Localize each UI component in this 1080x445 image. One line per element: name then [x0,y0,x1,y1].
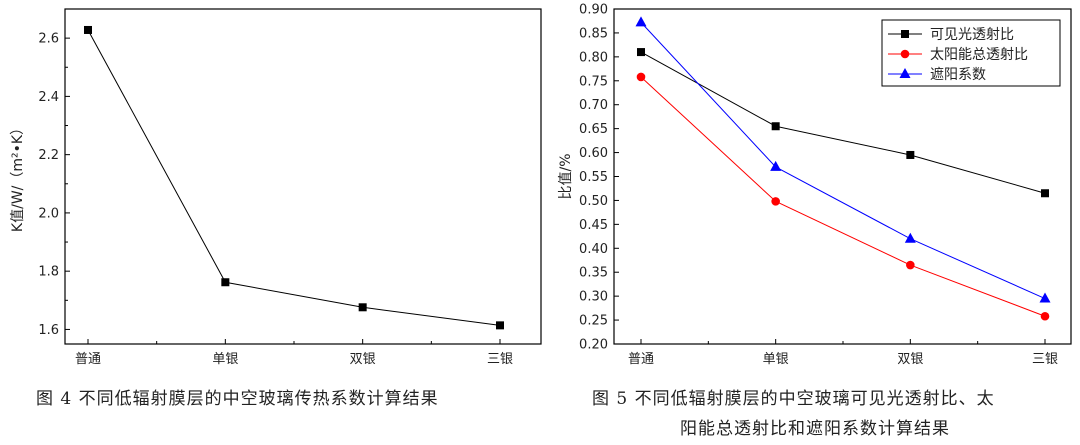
data-point [771,122,780,131]
data-point [84,25,92,34]
x-tick-label: 双银 [350,352,376,367]
y-tick-label: 0.80 [579,50,608,65]
legend-marker [900,49,910,59]
data-point [771,197,780,206]
y-tick-label: 0.30 [579,290,608,305]
data-point [1040,311,1050,321]
legend-marker [901,30,909,38]
chart2-caption-line2: 阳能总透射比和遮阳系数计算结果 [680,419,950,439]
data-point [906,260,915,270]
y-tick-label: 0.70 [579,98,608,113]
y-tick-label: 0.75 [579,74,608,89]
y-tick-label: 2.0 [38,206,59,221]
data-point [906,150,915,159]
y-tick-label: 0.40 [579,242,608,257]
x-tick-label: 单银 [212,352,238,367]
chart-k-value: 1.6 1.8 2.0 2.2 2.4 2.6 普通 单银 双银 三银 K值/W/（m²•K） [10,8,542,367]
data-point [358,303,367,312]
x-tick-label: 普通 [75,352,101,367]
plot-frame [64,8,542,345]
y-tick-label: 0.50 [579,194,608,209]
y-tick-label: 0.60 [579,146,608,161]
y-tick-label: 0.35 [579,266,608,281]
legend-label: 太阳能总透射比 [930,47,1028,63]
data-point [636,72,646,82]
y-tick-label: 2.4 [38,90,59,105]
data-point [496,321,504,330]
legend-label: 遮阳系数 [930,67,986,83]
x-tick-label: 单银 [763,352,789,367]
data-point [1041,189,1049,198]
series-line [640,22,1046,299]
y-tick-label: 0.45 [579,218,608,233]
y-tick-label: 0.25 [579,314,608,329]
series-line [87,29,501,326]
x-tick-label: 三银 [1032,352,1058,367]
series-line [640,76,1046,317]
y-tick-label: 1.8 [38,265,59,280]
y-axis-label: 比值/% [558,153,574,199]
x-tick-label: 双银 [897,352,923,367]
y-tick-label: 1.6 [38,323,59,338]
y-tick-label: 0.55 [579,170,608,185]
x-tick-label: 普通 [628,352,654,367]
data-point [770,160,782,171]
data-point [637,48,645,57]
y-tick-label: 2.6 [38,32,59,47]
series-line [640,51,1046,194]
y-axis-label: K值/W/（m²•K） [10,121,26,232]
y-tick-label: 0.90 [579,3,608,18]
legend-label: 可见光透射比 [930,27,1014,43]
y-tick-label: 0.20 [579,338,608,353]
chart-transmittance: 0.20 0.25 0.30 0.35 0.40 0.45 0.50 0.55 0.60 0.65… [558,3,1072,367]
chart2-caption-line1: 图 5 不同低辐射膜层的中空玻璃可见光透射比、太 [592,389,995,409]
data-point [904,232,916,243]
data-point [1039,292,1051,303]
legend-box [881,19,1061,87]
legend-marker [899,68,911,78]
y-tick-label: 0.65 [579,122,608,137]
y-tick-label: 0.85 [579,26,608,41]
y-tick-label: 2.2 [38,148,59,163]
x-tick-label: 三银 [487,352,513,367]
data-point [221,278,230,287]
chart1-caption: 图 4 不同低辐射膜层的中空玻璃传热系数计算结果 [36,389,439,409]
data-point [635,16,647,27]
